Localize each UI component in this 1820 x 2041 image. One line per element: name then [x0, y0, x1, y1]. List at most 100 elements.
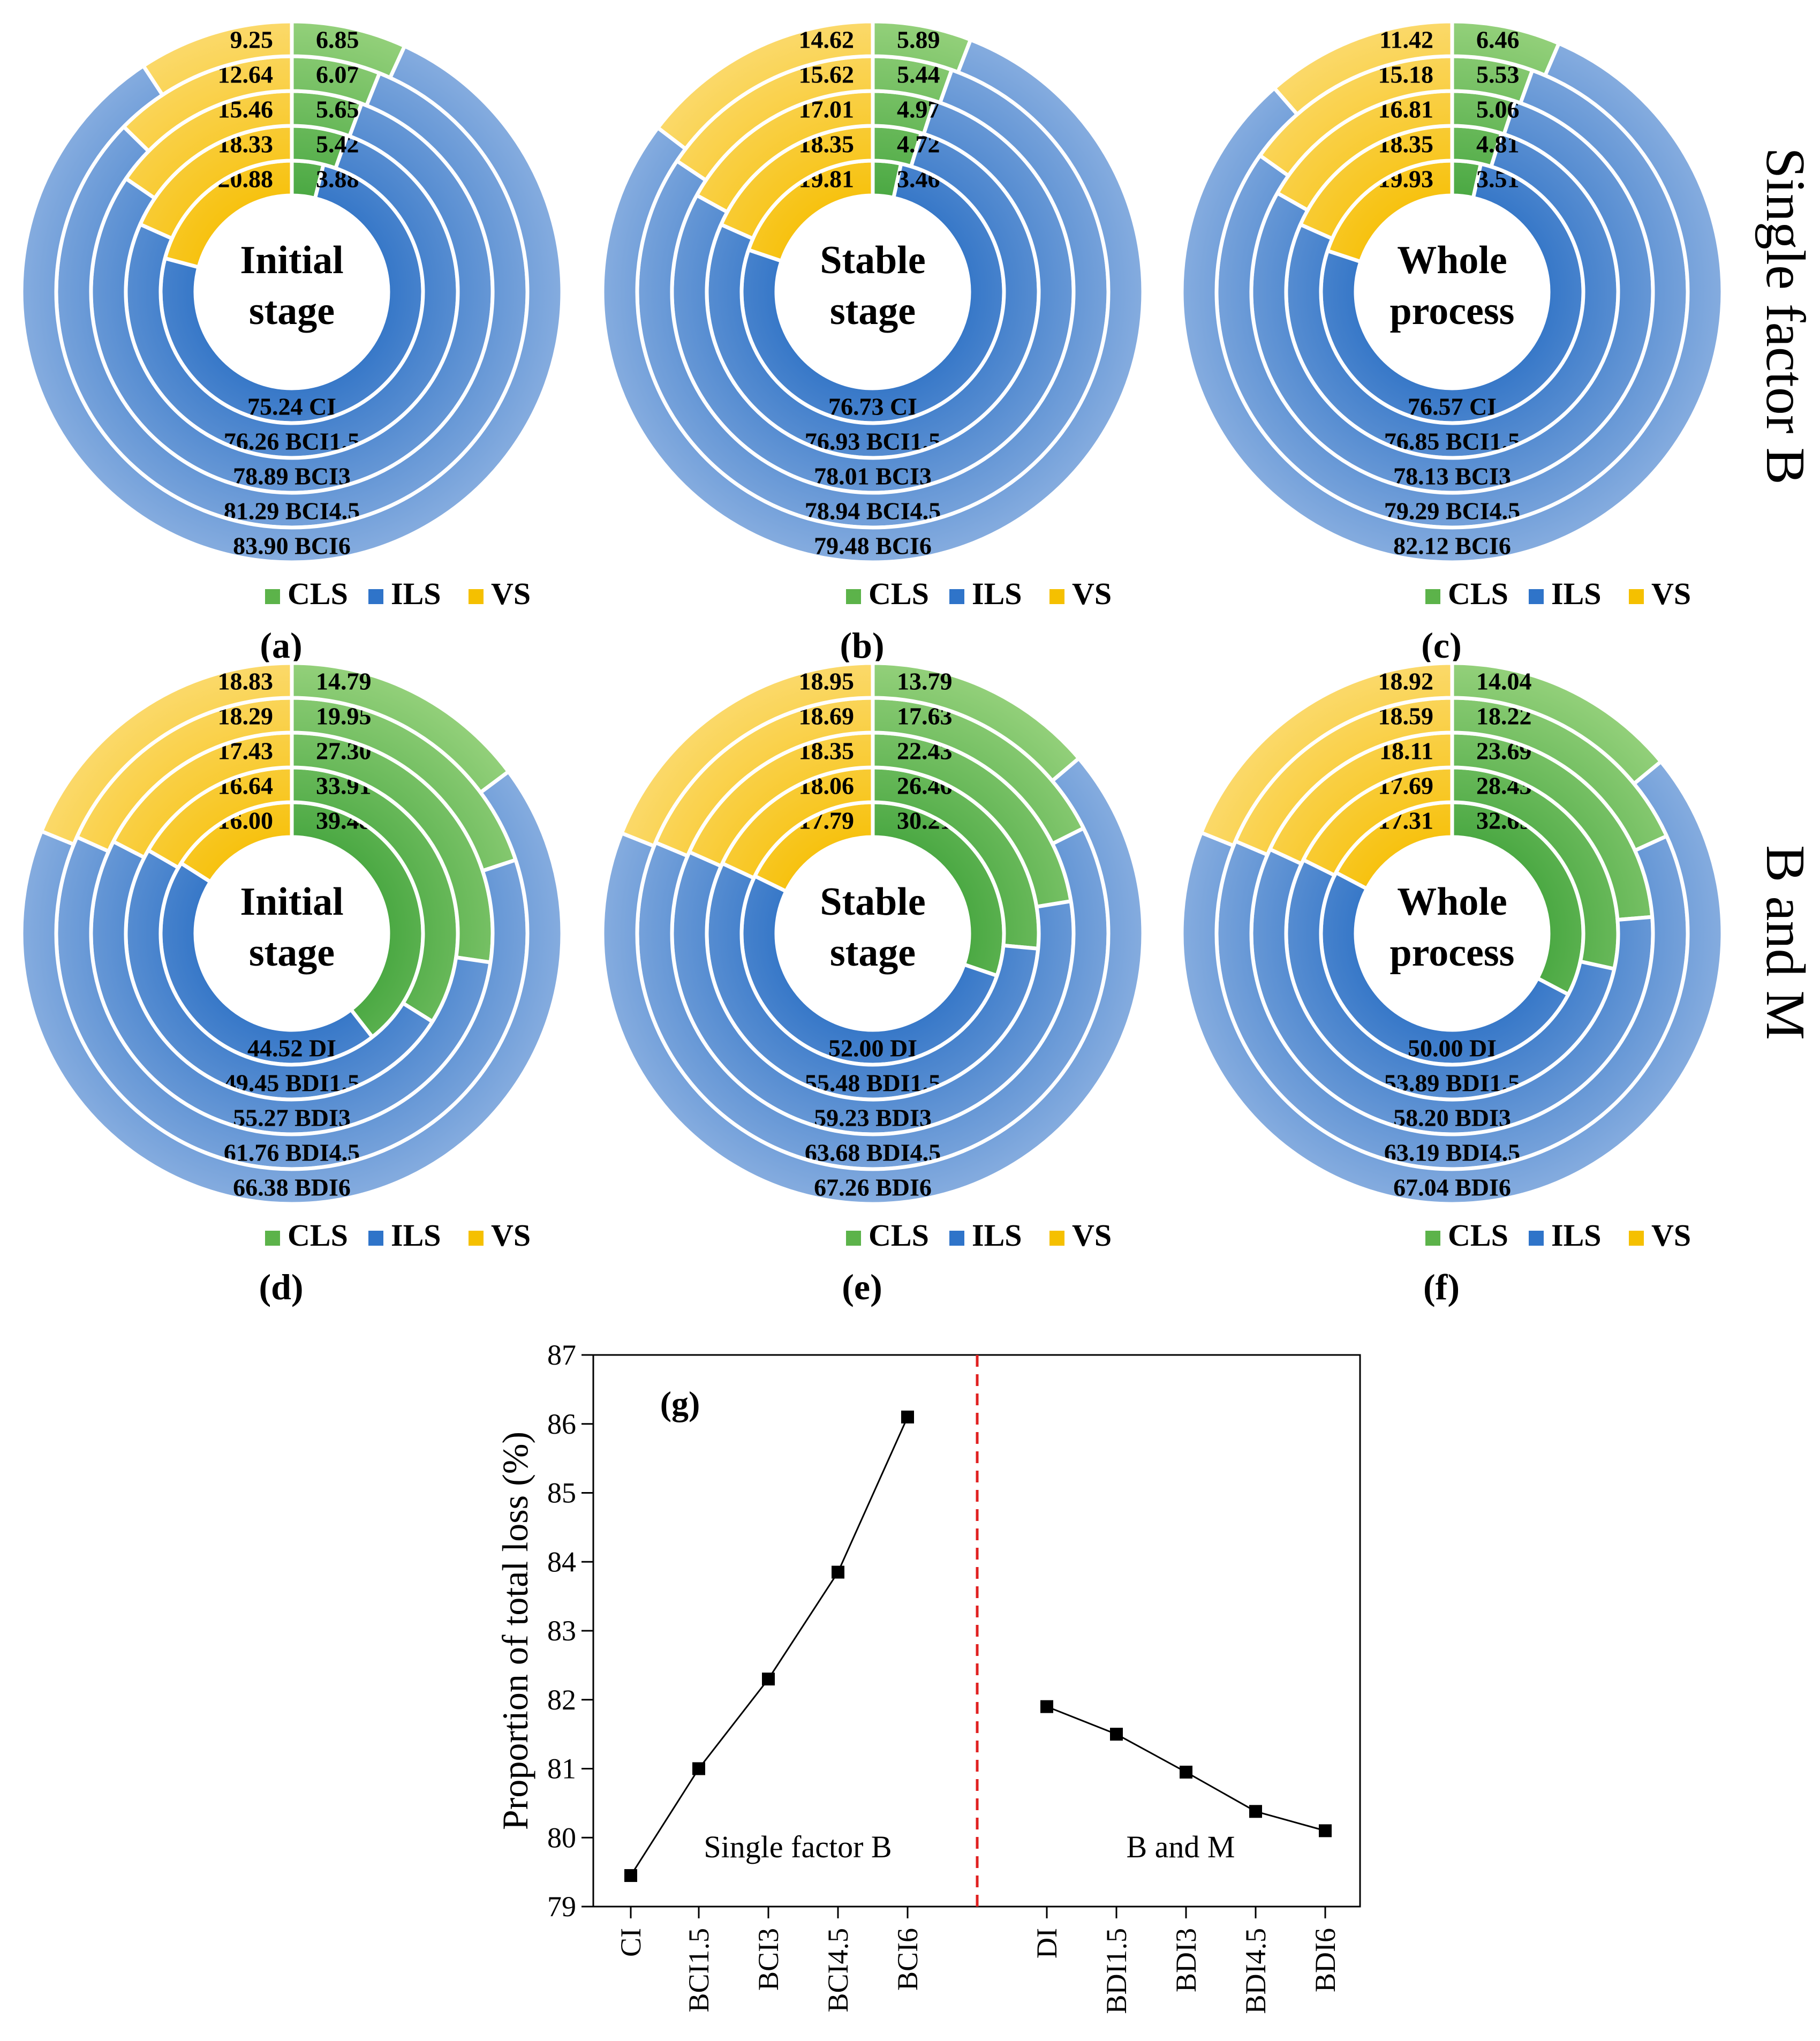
ils-value-label: 76.57 CI — [1408, 393, 1497, 420]
panel-label-g: (g) — [660, 1384, 700, 1422]
ils-value-label: 61.76 BDI4.5 — [224, 1139, 360, 1166]
row-label-b-and-m: B and M — [1755, 845, 1816, 1040]
center-label-line2: process — [1390, 289, 1515, 333]
legend-label-vs: VS — [491, 1218, 531, 1253]
x-tick-label: DI — [1031, 1928, 1063, 1959]
legend-label-ils: ILS — [391, 1218, 441, 1253]
ils-value-label: 63.19 BDI4.5 — [1384, 1139, 1520, 1166]
legend-swatch-cls — [265, 1231, 280, 1246]
wedge-vs-BDI6 — [39, 661, 294, 847]
center-label-line1: Stable — [820, 238, 925, 282]
y-tick-label: 80 — [547, 1821, 576, 1854]
x-tick-label: BCI6 — [892, 1928, 924, 1991]
y-tick-label: 82 — [547, 1684, 576, 1716]
legend-label-ils: ILS — [972, 576, 1022, 611]
cls-value-label: 5.89 — [897, 26, 940, 54]
wedge-ils-BCI6 — [1180, 41, 1725, 564]
panel-label: (c) — [1421, 625, 1461, 666]
legend-swatch-ils — [368, 589, 383, 604]
panel-label: (d) — [259, 1267, 303, 1307]
data-point-DI — [1040, 1700, 1053, 1713]
center-label-line2: stage — [249, 931, 335, 975]
legend-swatch-vs — [1629, 589, 1644, 604]
data-point-BCI4.5 — [832, 1565, 844, 1579]
cls-value-label: 13.79 — [897, 668, 953, 695]
legend-label-ils: ILS — [391, 576, 441, 611]
cls-value-label: 6.85 — [316, 26, 359, 54]
wedge-vs-BDI6 — [619, 661, 875, 849]
data-point-CI — [624, 1869, 637, 1882]
wedge-vs-BDI6 — [1198, 661, 1454, 848]
legend-label-cls: CLS — [1448, 1218, 1508, 1253]
x-tick-label: BCI1.5 — [683, 1928, 715, 2013]
y-axis-label: Proportion of total loss (%) — [495, 1432, 535, 1830]
data-point-BDI1.5 — [1110, 1728, 1123, 1741]
center-label-line1: Initial — [240, 238, 343, 282]
wedge-ils-BCI6 — [600, 37, 1145, 564]
legend-swatch-ils — [1529, 1231, 1544, 1246]
legend-swatch-vs — [1049, 589, 1064, 604]
legend-label-vs: VS — [1072, 1218, 1112, 1253]
ils-value-label: 67.26 BDI6 — [814, 1174, 932, 1201]
ils-value-label: 83.90 BCI6 — [233, 532, 351, 560]
vs-value-label: 18.92 — [1378, 668, 1434, 695]
ils-value-label: 52.00 DI — [828, 1035, 917, 1062]
wedge-ils-BDI6 — [1180, 759, 1725, 1206]
wedge-vs-BCI6 — [1272, 19, 1454, 117]
center-label-line1: Stable — [820, 880, 925, 924]
x-tick-label: CI — [615, 1928, 647, 1957]
panel-label: (e) — [842, 1267, 882, 1307]
ils-value-label: 50.00 DI — [1408, 1035, 1497, 1062]
group-label: B and M — [1127, 1829, 1235, 1864]
ils-value-label: 78.01 BCI3 — [814, 463, 932, 490]
row-label-single-factor-b: Single factor B — [1755, 147, 1816, 485]
legend-label-ils: ILS — [1551, 1218, 1602, 1253]
center-label-line1: Initial — [240, 880, 343, 924]
panel-label: (a) — [260, 625, 302, 666]
y-tick-label: 86 — [547, 1408, 576, 1440]
legend-label-cls: CLS — [1448, 576, 1508, 611]
ils-value-label: 55.27 BDI3 — [233, 1104, 351, 1132]
x-tick-label: BCI3 — [752, 1928, 784, 1991]
data-point-BCI3 — [762, 1673, 775, 1686]
legend-swatch-cls — [846, 589, 861, 604]
data-point-BDI4.5 — [1249, 1805, 1262, 1818]
ils-value-label: 82.12 BCI6 — [1393, 532, 1511, 560]
x-tick-label: BDI4.5 — [1240, 1928, 1272, 2014]
legend-swatch-vs — [469, 1231, 484, 1246]
legend-swatch-vs — [1629, 1231, 1644, 1246]
y-tick-label: 84 — [547, 1546, 576, 1578]
legend-label-cls: CLS — [288, 1218, 348, 1253]
ils-value-label: 75.24 CI — [247, 393, 336, 420]
wedge-vs-BCI6 — [655, 19, 875, 152]
group-label: Single factor B — [704, 1829, 892, 1864]
y-tick-label: 79 — [547, 1891, 576, 1923]
legend-label-cls: CLS — [869, 1218, 929, 1253]
ils-value-label: 78.89 BCI3 — [233, 463, 351, 490]
series-line-single-factor-b — [630, 1417, 909, 1876]
legend-swatch-ils — [368, 1231, 383, 1246]
legend-swatch-vs — [1049, 1231, 1064, 1246]
line-chart-panel-g: 79 80 81 82 83 84 85 86 87 Proportion of total lo… — [495, 1339, 1361, 2014]
legend-label-vs: VS — [1651, 576, 1691, 611]
center-label-line2: process — [1390, 931, 1515, 975]
wedge-vs-BCI6 — [140, 19, 294, 98]
legend-swatch-vs — [469, 589, 484, 604]
wedge-ils-BCI6 — [19, 43, 564, 564]
x-tick-label: BDI6 — [1309, 1928, 1341, 1992]
legend-swatch-ils — [949, 589, 964, 604]
center-label-line2: stage — [830, 931, 916, 975]
y-tick-label: 81 — [547, 1753, 576, 1785]
legend-swatch-cls — [846, 1231, 861, 1246]
x-tick-label: BCI4.5 — [822, 1928, 854, 2013]
legend-swatch-cls — [265, 589, 280, 604]
ils-value-label: 58.20 BDI3 — [1393, 1104, 1511, 1132]
ils-value-label: 81.29 BCI4.5 — [224, 498, 360, 525]
ils-value-label: 76.73 CI — [828, 393, 917, 420]
ils-value-label: 78.94 BCI4.5 — [805, 498, 941, 525]
data-point-BCI1.5 — [692, 1762, 705, 1775]
data-point-BDI6 — [1319, 1824, 1332, 1837]
